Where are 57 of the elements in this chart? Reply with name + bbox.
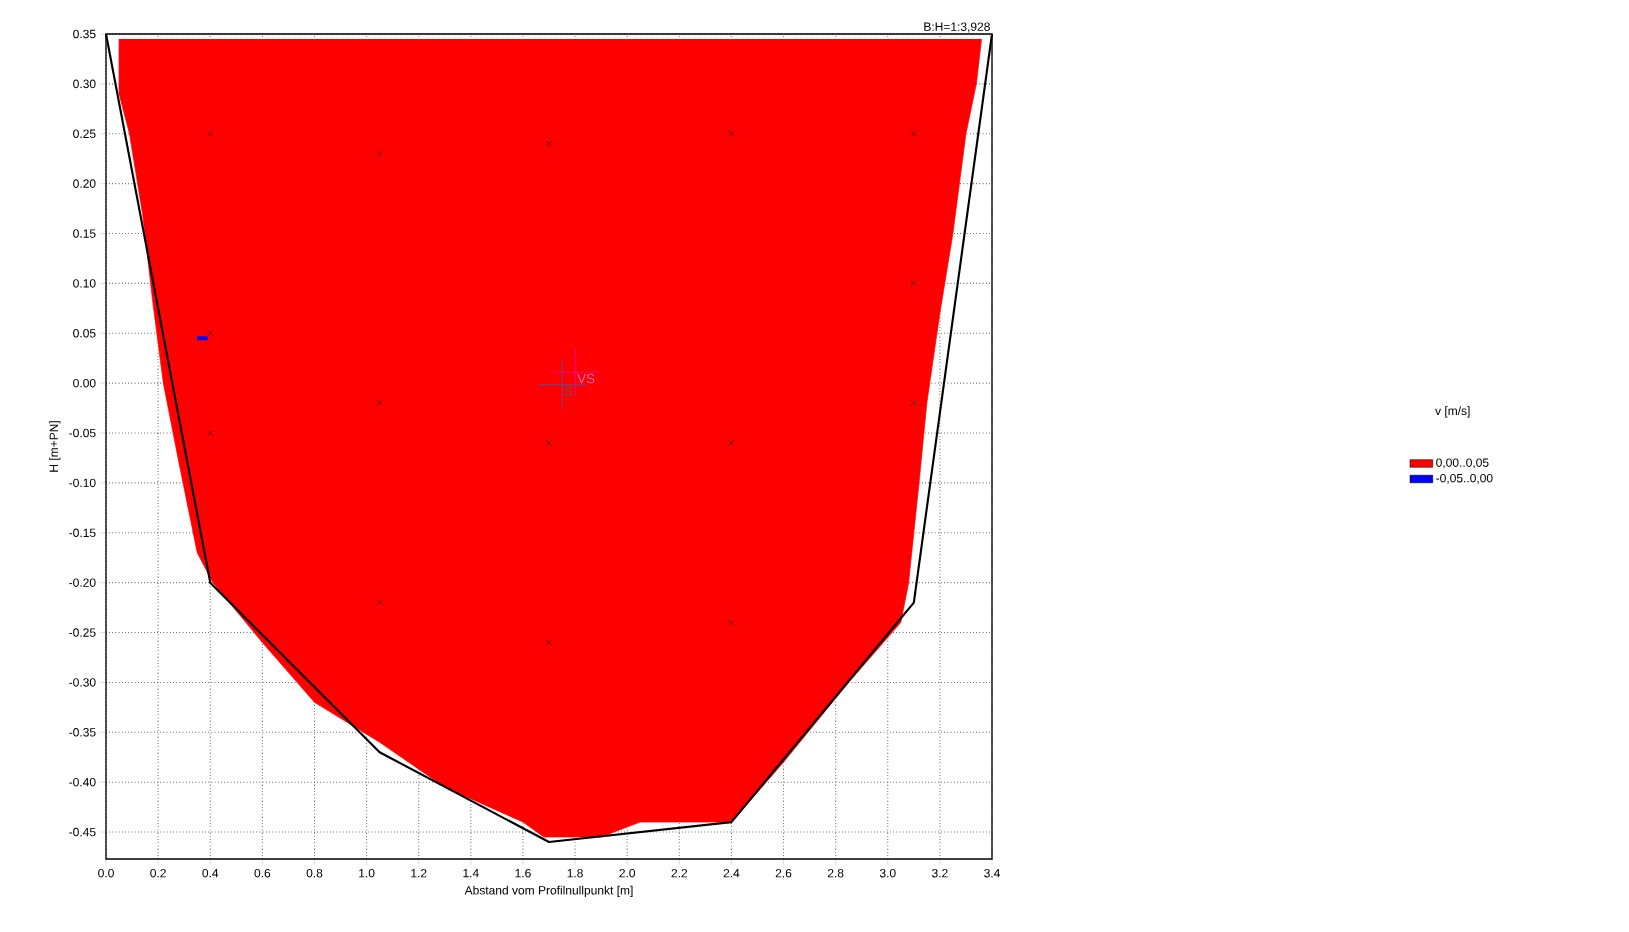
point (545, 140, 553, 147)
point (376, 399, 383, 407)
point (910, 399, 917, 407)
x-tick-label: 1.6 (515, 868, 531, 878)
x-tick-label: 2.6 (775, 868, 792, 878)
point (376, 599, 383, 606)
x-tick-label: 2.0 (619, 868, 636, 878)
point (728, 619, 735, 626)
x-axis-title: Abstand vom Profilnullpunkt [m] (464, 885, 633, 897)
y-tick-label: 0.35 (73, 29, 96, 39)
point (207, 130, 214, 137)
x-tick-label: 0.8 (306, 868, 323, 878)
point (728, 130, 735, 137)
point (207, 330, 214, 337)
y-tick-label: -0.30 (69, 678, 96, 687)
y-tick-label: 0.25 (73, 129, 96, 138)
y-tick-label: -0.25 (69, 628, 96, 637)
x-tick-label: 1.8 (567, 868, 583, 878)
text: 0,00..0,05 (1436, 458, 1489, 469)
y-tick-label: -0.10 (69, 478, 96, 488)
x-tick-label: 0.6 (254, 868, 271, 878)
x-tick-label: 1.4 (463, 868, 479, 878)
legend-label: -0,05..0,00 (1436, 473, 1493, 484)
x-tick-label: 0.2 (150, 868, 166, 878)
x-tick-label: 2.2 (671, 868, 688, 878)
y-tick-label: 0.05 (73, 329, 96, 338)
point (376, 150, 383, 157)
legend-title: v [m/s] (1435, 406, 1470, 418)
y-tick-label: 0.30 (73, 79, 96, 89)
y-axis-title: H [m+PN] (49, 421, 61, 472)
x-tick-label: 2.4 (723, 868, 740, 878)
x-tick-label: 1.2 (411, 868, 427, 878)
y-tick-label: -0.15 (69, 528, 96, 538)
y-tick-label: 0.00 (73, 378, 96, 388)
y-tick-label: 0.20 (73, 179, 96, 188)
point (910, 280, 917, 287)
y-tick-label: -0.45 (69, 827, 96, 837)
y-tick-label: 0.15 (73, 229, 96, 238)
y-tick-label: -0.40 (69, 777, 96, 787)
y-tick-label: 0.10 (73, 279, 96, 288)
x-tick-label: 2.8 (827, 868, 844, 878)
point (910, 130, 917, 137)
x-tick-label: 0.0 (98, 868, 114, 878)
x-tick-label: 3.4 (984, 868, 1000, 878)
point (207, 429, 214, 437)
y-tick-label: -0.05 (69, 428, 96, 438)
point (545, 639, 553, 646)
annotation: VS (577, 373, 595, 384)
text: B:H=1:3,928 (924, 22, 990, 33)
x-tick-label: 0.4 (202, 868, 219, 878)
point (728, 439, 735, 447)
y-tick-label: -0.35 (69, 728, 96, 737)
y-tick-label: -0.20 (69, 578, 96, 587)
x-tick-label: 3.0 (879, 868, 896, 878)
x-tick-label: 1.0 (359, 868, 375, 878)
x-tick-label: 3.2 (932, 868, 948, 878)
annotation: S (564, 386, 573, 396)
